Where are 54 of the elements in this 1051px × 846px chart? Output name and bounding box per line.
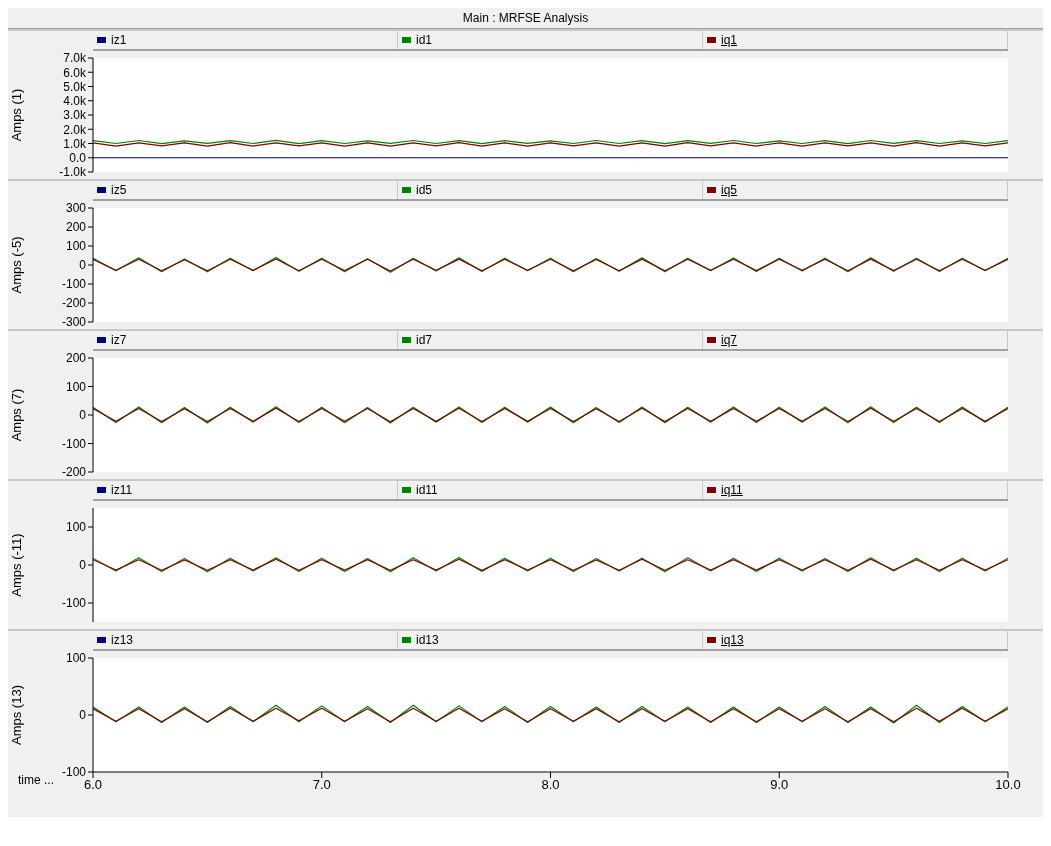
y-axis-title: Amps (-11) — [8, 533, 24, 597]
y-tick-label: 6.0k — [63, 65, 87, 80]
y-axis-title: Amps (-5) — [8, 236, 24, 294]
y-tick-label: 3.0k — [63, 108, 87, 123]
legend-label: iq1 — [721, 33, 738, 47]
y-tick-label: 300 — [65, 201, 87, 216]
x-tick-label: 10.0 — [995, 777, 1021, 793]
legend-label: id7 — [416, 333, 433, 347]
legend-label: id5 — [416, 183, 433, 197]
y-tick-label: 100 — [65, 520, 87, 535]
y-tick-label: 4.0k — [63, 94, 87, 109]
legend-label: iq11 — [721, 483, 743, 497]
y-tick-label: 0 — [79, 408, 87, 423]
y-tick-label: -200 — [61, 296, 87, 311]
y-tick-label: -100 — [61, 436, 87, 451]
x-tick-label: 6.0 — [83, 777, 103, 793]
y-tick-label: 100 — [65, 239, 87, 254]
y-tick-label: -300 — [61, 315, 87, 330]
legend-label: iq13 — [721, 633, 744, 647]
legend-label: id13 — [416, 633, 439, 647]
y-axis-title: Amps (1) — [8, 88, 24, 142]
y-tick-label: 5.0k — [63, 79, 87, 94]
legend-label: iq7 — [721, 333, 738, 347]
y-tick-label: 200 — [65, 351, 87, 366]
y-tick-label: -100 — [61, 596, 87, 611]
y-tick-label: 0.0 — [69, 151, 87, 166]
legend-label: id1 — [416, 33, 433, 47]
y-tick-label: 7.0k — [63, 51, 87, 66]
legend-label: iz5 — [111, 183, 127, 197]
x-tick-label: 7.0 — [312, 777, 331, 793]
y-tick-label: 100 — [65, 379, 87, 394]
y-tick-label: 0 — [79, 558, 87, 573]
y-tick-label: -100 — [61, 277, 87, 292]
chart-title: Main : MRFSE Analysis — [8, 8, 1043, 29]
legend-label: id11 — [416, 483, 438, 497]
x-tick-label: 9.0 — [770, 777, 789, 793]
y-tick-label: -100 — [61, 765, 87, 780]
x-axis-title: time ... — [18, 773, 55, 787]
y-tick-label: 2.0k — [63, 122, 87, 137]
y-axis-title: Amps (7) — [8, 388, 24, 442]
legend-label: iz13 — [111, 633, 134, 647]
y-tick-label: -1.0k — [59, 165, 87, 180]
y-tick-label: 1.0k — [63, 136, 87, 151]
y-tick-label: 0 — [79, 708, 87, 723]
legend-label: iz1 — [111, 33, 127, 47]
x-tick-label: 8.0 — [541, 777, 560, 793]
y-tick-label: 200 — [65, 220, 87, 235]
legend-label: iq5 — [721, 183, 738, 197]
legend-label: iz11 — [111, 483, 133, 497]
y-tick-label: 0 — [79, 258, 87, 273]
y-axis-title: Amps (13) — [8, 685, 24, 745]
legend-label: iz7 — [111, 333, 127, 347]
y-tick-label: -200 — [61, 465, 87, 480]
y-tick-label: 100 — [65, 651, 87, 666]
